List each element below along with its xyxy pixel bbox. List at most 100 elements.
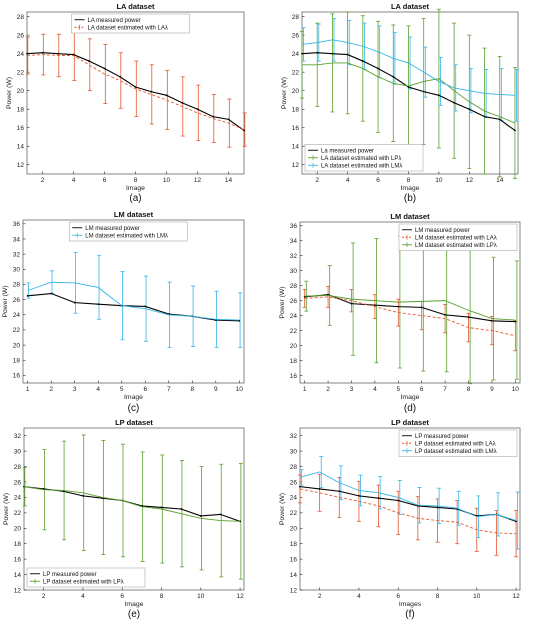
data-point	[82, 494, 84, 497]
y-tick-label: 24	[292, 51, 300, 58]
y-tick-label: 14	[14, 572, 22, 579]
y-tick-label: 14	[17, 144, 25, 151]
x-tick-label: 5	[396, 386, 400, 393]
y-tick-label: 16	[13, 373, 21, 380]
series-lp	[22, 434, 243, 580]
y-tick-label: 28	[14, 464, 22, 471]
series-lm	[26, 252, 243, 348]
x-tick-label: 6	[376, 177, 380, 184]
chart-title: LM dataset	[114, 210, 154, 219]
y-tick-label: 24	[17, 51, 25, 58]
y-tick-label: 36	[290, 223, 298, 230]
legend-label: LM measured power	[85, 226, 140, 232]
x-tick-label: 10	[197, 593, 205, 600]
y-tick-label: 12	[292, 162, 300, 169]
x-tick-label: 3	[73, 386, 77, 393]
data-point	[103, 67, 106, 70]
legend-label: LM dataset estimated with LPλ	[415, 243, 497, 249]
y-axis-label: Power (W)	[3, 493, 10, 525]
y-tick-label: 22	[13, 327, 21, 334]
x-tick-label: 4	[357, 593, 361, 600]
y-tick-label: 26	[290, 298, 298, 305]
x-tick-label: 2	[49, 386, 53, 393]
data-point	[50, 292, 53, 295]
x-tick-label: 8	[134, 177, 138, 184]
series-line	[299, 471, 517, 521]
x-tick-label: 10	[435, 177, 443, 184]
y-tick-label: 30	[290, 268, 298, 275]
series-line	[304, 296, 516, 337]
data-point	[181, 101, 183, 104]
series-line	[26, 54, 245, 130]
series-line	[302, 62, 516, 124]
y-tick-label: 28	[13, 282, 21, 289]
y-tick-label: 24	[290, 495, 298, 502]
y-axis-label: Power (W)	[6, 77, 13, 109]
x-tick-label: 2	[315, 177, 319, 184]
legend-box	[398, 223, 518, 251]
y-tick-label: 24	[13, 312, 21, 319]
data-point	[514, 320, 517, 323]
y-axis-label: Power (W)	[281, 77, 288, 109]
x-axis-label: Image	[124, 394, 143, 401]
data-point	[436, 506, 439, 509]
data-point	[377, 497, 380, 500]
data-point	[97, 303, 100, 306]
series-line	[299, 488, 517, 535]
y-tick-label: 20	[290, 343, 298, 350]
x-tick-label: 1	[303, 386, 307, 393]
x-tick-label: 8	[436, 593, 440, 600]
chart-title: LM dataset	[390, 212, 430, 221]
data-point	[219, 513, 222, 516]
data-point	[407, 86, 410, 88]
y-tick-label: 16	[292, 125, 300, 132]
y-tick-label: 28	[17, 14, 25, 21]
y-tick-label: 28	[290, 283, 298, 290]
y-axis-label: Power (W)	[279, 493, 286, 525]
legend-label: La measured power	[321, 148, 374, 154]
legend-box	[68, 221, 188, 242]
x-tick-label: 10	[163, 177, 171, 184]
x-tick-label: 12	[466, 177, 474, 184]
data-point	[88, 60, 90, 62]
series-line	[299, 486, 517, 522]
y-tick-label: 20	[292, 88, 300, 95]
x-tick-label: 7	[167, 386, 171, 393]
x-tick-label: 10	[512, 386, 520, 393]
y-tick-label: 24	[290, 313, 298, 320]
x-tick-label: 6	[120, 593, 124, 600]
x-tick-label: 8	[407, 177, 411, 184]
legend-label: LP measured power	[43, 572, 97, 578]
series-lm	[301, 18, 519, 122]
legend-label: LP dataset estimated with LMλ	[415, 449, 497, 455]
plot-frame	[23, 427, 245, 591]
x-tick-label: 4	[72, 177, 76, 184]
y-tick-label: 26	[17, 32, 25, 39]
y-tick-label: 18	[292, 107, 300, 114]
panel-caption: (d)	[404, 403, 416, 414]
y-tick-label: 12	[14, 587, 22, 594]
x-tick-label: 8	[190, 386, 194, 393]
x-tick-label: 9	[214, 386, 218, 393]
data-point	[196, 108, 199, 111]
plot-frame	[26, 11, 245, 175]
x-tick-label: 2	[318, 593, 322, 600]
panel-caption: (c)	[128, 403, 140, 414]
y-tick-label: 18	[14, 541, 22, 548]
data-point	[397, 499, 400, 502]
data-point	[438, 94, 440, 97]
x-tick-label: 5	[120, 386, 124, 393]
data-point	[72, 53, 75, 56]
data-point	[331, 52, 334, 55]
data-point	[346, 53, 349, 56]
x-axis-label: Image	[401, 185, 420, 192]
series-line	[304, 294, 516, 321]
data-point	[134, 86, 137, 88]
series-line	[301, 39, 515, 96]
